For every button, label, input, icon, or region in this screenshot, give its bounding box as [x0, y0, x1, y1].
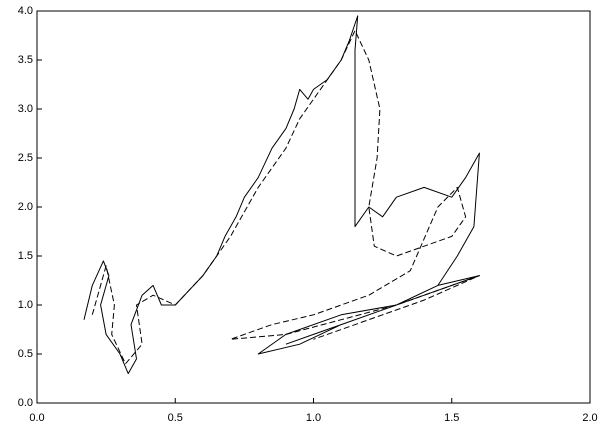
x-tick-label: 1.0 — [306, 412, 321, 424]
x-tick-label: 1.5 — [444, 412, 459, 424]
y-tick-label: 2.0 — [18, 201, 33, 213]
y-tick-label: 0.5 — [18, 348, 33, 360]
y-tick-label: 3.5 — [18, 54, 33, 66]
x-tick-label: 0.5 — [168, 412, 183, 424]
y-tick-label: 1.0 — [18, 299, 33, 311]
plot-frame — [36, 10, 591, 404]
series-line — [83, 15, 480, 375]
y-tick-label: 1.5 — [18, 250, 33, 262]
y-tick-label: 4.0 — [18, 5, 33, 17]
y-tick-label: 3.0 — [18, 103, 33, 115]
y-tick-label: 0.0 — [18, 397, 33, 409]
x-tick-label: 0.0 — [29, 412, 44, 424]
x-tick-label: 2.0 — [582, 412, 597, 424]
series-line — [91, 30, 480, 365]
y-tick-label: 2.5 — [18, 152, 33, 164]
